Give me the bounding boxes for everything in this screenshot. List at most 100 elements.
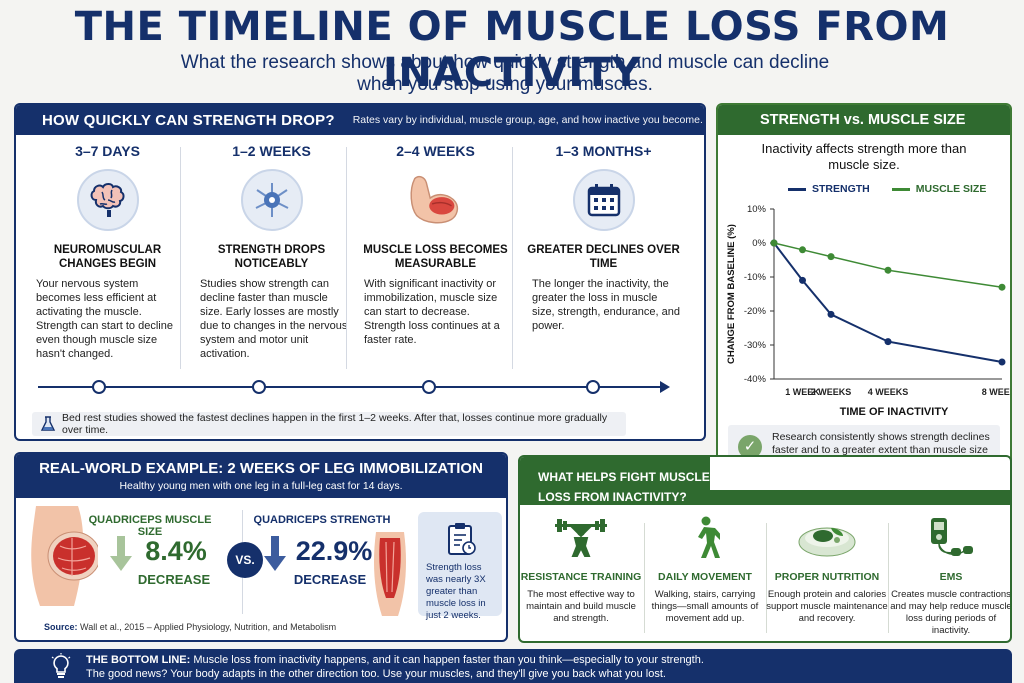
what-helps-band xyxy=(520,490,1010,505)
stage-period: 1–3 MONTHS+ xyxy=(555,143,652,159)
timeline-dot xyxy=(252,380,266,394)
timeline-dot xyxy=(92,380,106,394)
stage-divider xyxy=(346,147,347,369)
timeline-dot xyxy=(586,380,600,394)
data-point xyxy=(799,276,806,284)
beaker-icon xyxy=(40,416,56,435)
ems-device-icon xyxy=(890,515,1010,561)
help-item-ems: EMS Creates muscle contractions and may … xyxy=(890,515,1012,637)
strength-drop-footnote: Bed rest studies showed the fastest decl… xyxy=(32,412,626,436)
legend-swatch xyxy=(891,187,910,191)
stage-period: 3–7 DAYS xyxy=(75,143,140,159)
stage-3: 2–4 WEEKS MUSCLE LOSS BECOMES MEASURABLE… xyxy=(358,143,513,347)
walking-icon xyxy=(644,515,766,561)
clipboard-icon xyxy=(446,522,476,560)
help-description: Walking, stairs, carrying things—small a… xyxy=(651,589,759,624)
data-point xyxy=(799,246,806,254)
x-tick-label: 1 WEEK xyxy=(785,387,820,397)
bottom-line-first: THE BOTTOM LINE: Muscle loss from inacti… xyxy=(86,653,1012,667)
help-item-daily-movement: DAILY MOVEMENT Walking, stairs, carrying… xyxy=(644,515,766,625)
muscle-size-value: 8.4% xyxy=(145,536,207,566)
x-axis-label: TIME OF INACTIVITY xyxy=(840,406,949,418)
bottom-line-label: THE BOTTOM LINE: xyxy=(86,654,191,666)
data-point xyxy=(998,283,1006,291)
what-helps-panel: WHAT HELPS FIGHT MUSCLE LOSS FROM INACTI… xyxy=(518,455,1012,643)
timeline-dot xyxy=(422,380,436,394)
legend-label: MUSCLE SIZE xyxy=(915,183,987,195)
strength-decrease: DECREASE xyxy=(293,572,367,587)
stage-description: With significant inactivity or immobiliz… xyxy=(364,278,500,346)
timeline-arrow-icon xyxy=(660,381,670,393)
help-title: RESISTANCE TRAINING xyxy=(520,571,642,583)
page-title: THE TIMELINE OF MUSCLE LOSS FROM INACTIV… xyxy=(74,4,950,96)
stage-period: 1–2 WEEKS xyxy=(232,143,311,159)
strength-vs-size-panel: STRENGTH vs. MUSCLE SIZE Inactivity affe… xyxy=(716,103,1012,485)
calendar-icon xyxy=(572,169,635,231)
bottom-line-text-1: Muscle loss from inactivity happens, and… xyxy=(193,654,704,666)
data-point xyxy=(998,358,1006,366)
stage-description: Studies show strength can decline faster… xyxy=(200,278,348,360)
legend-item-muscle-size: MUSCLE SIZE xyxy=(891,183,987,195)
strength-value: 22.9% xyxy=(295,536,373,566)
x-tick-label: 2 WEEKS xyxy=(811,387,852,397)
stage-description: Your nervous system becomes less efficie… xyxy=(36,278,173,360)
y-tick-label: 10% xyxy=(747,204,767,215)
stage-title: NEUROMUSCULAR CHANGES BEGIN xyxy=(53,244,162,270)
legend-label: STRENGTH xyxy=(812,183,870,195)
source-label: Source: xyxy=(44,622,78,632)
stage-description: The longer the inactivity, the greater t… xyxy=(532,278,680,332)
bottom-line-bar: THE BOTTOM LINE: Muscle loss from inacti… xyxy=(14,649,1012,683)
strength-vs-size-subheading: Inactivity affects strength more than mu… xyxy=(761,141,967,172)
strength-drop-note: Rates vary by individual, muscle group, … xyxy=(352,114,703,126)
comparison-note-text: Strength loss was nearly 3X greater than… xyxy=(426,562,486,621)
down-arrow-icon xyxy=(108,536,134,577)
bottom-line-text-2: The good news? Your body adapts in the o… xyxy=(86,668,666,680)
y-tick-label: -40% xyxy=(744,374,767,385)
help-item-resistance-training: RESISTANCE TRAINING The most effective w… xyxy=(520,515,642,625)
comparison-note-box: Strength loss was nearly 3X greater than… xyxy=(418,512,502,621)
help-title: EMS xyxy=(939,571,963,583)
stage-4: 1–3 MONTHS+ GREATER DECLINES OVER TIME T… xyxy=(526,143,681,333)
data-point xyxy=(770,239,778,247)
stage-title: STRENGTH DROPS NOTICEABLY xyxy=(217,244,326,270)
strength-drop-panel: HOW QUICKLY CAN STRENGTH DROP? Rates var… xyxy=(14,103,706,441)
data-point xyxy=(827,310,835,318)
flexed-arm-icon xyxy=(405,169,467,231)
help-item-proper-nutrition: PROPER NUTRITION Enough protein and calo… xyxy=(766,515,888,625)
data-point xyxy=(827,253,835,261)
y-tick-label: -10% xyxy=(744,272,767,283)
help-title: PROPER NUTRITION xyxy=(774,571,880,583)
help-description: Creates muscle contractions and may help… xyxy=(890,589,1012,636)
stage-divider xyxy=(180,147,181,369)
y-tick-label: -30% xyxy=(744,340,767,351)
source-text: Wall et al., 2015 – Applied Physiology, … xyxy=(80,622,337,632)
data-point xyxy=(884,266,892,274)
example-heading: REAL-WORLD EXAMPLE: 2 WEEKS OF LEG IMMOB… xyxy=(39,460,483,477)
y-tick-label: -20% xyxy=(744,306,767,317)
x-tick-label: 8 WEEKS xyxy=(982,387,1010,397)
strength-drop-header: HOW QUICKLY CAN STRENGTH DROP? Rates var… xyxy=(16,105,704,135)
chart-legend: STRENGTH MUSCLE SIZE xyxy=(788,183,1008,195)
source-citation: Source: Wall et al., 2015 – Applied Phys… xyxy=(44,622,336,632)
brain-icon xyxy=(76,169,139,231)
leg-muscle-illustration xyxy=(368,532,412,621)
stage-period: 2–4 WEEKS xyxy=(396,143,475,159)
real-world-example-panel: REAL-WORLD EXAMPLE: 2 WEEKS OF LEG IMMOB… xyxy=(14,452,508,642)
strength-label: QUADRICEPS STRENGTH xyxy=(253,514,391,526)
x-tick-label: 4 WEEKS xyxy=(868,387,909,397)
timeline-line xyxy=(38,386,664,388)
stage-title: GREATER DECLINES OVER TIME xyxy=(527,244,680,270)
stage-1: 3–7 DAYS NEUROMUSCULAR CHANGES BEGIN You… xyxy=(30,143,185,361)
y-tick-label: 0% xyxy=(752,238,766,249)
data-point xyxy=(884,338,892,346)
y-axis-label: CHANGE FROM BASELINE (%) xyxy=(726,224,737,364)
lightbulb-icon xyxy=(50,653,72,683)
stage-2: 1–2 WEEKS STRENGTH DROPS NOTICEABLY Stud… xyxy=(194,143,349,361)
help-description: Enough protein and calories support musc… xyxy=(766,589,888,624)
series-line-muscle-size xyxy=(773,242,1003,288)
muscle-size-stat: QUADRICEPS MUSCLE SIZE xyxy=(80,514,220,538)
page-subtitle: What the research shows about how quickl… xyxy=(180,52,830,95)
help-divider xyxy=(888,523,889,633)
vs-badge: VS. xyxy=(227,542,263,578)
